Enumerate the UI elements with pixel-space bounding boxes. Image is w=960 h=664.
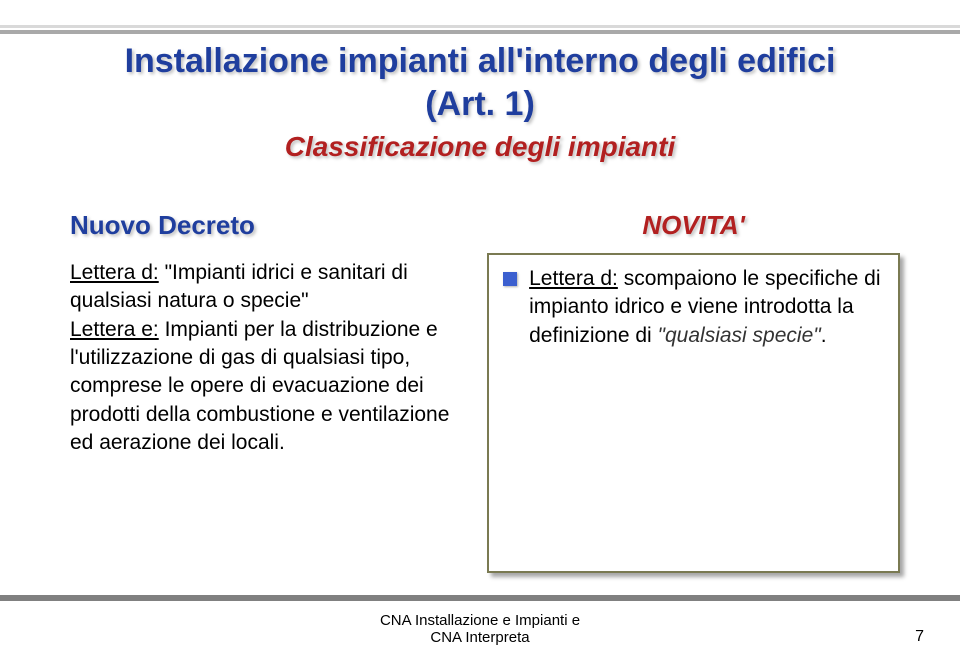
square-bullet-icon [503, 272, 517, 286]
slide: Installazione impianti all'interno degli… [0, 0, 960, 664]
novita-item-b: . [821, 324, 827, 347]
footer: CNA Installazione e Impianti e CNA Inter… [0, 612, 960, 646]
novita-box: Lettera d: scompaiono le specifiche di i… [487, 253, 900, 573]
footer-line-1: CNA Installazione e Impianti e [380, 612, 580, 629]
novita-item: Lettera d: scompaiono le specifiche di i… [503, 265, 884, 350]
left-item2-label: Lettera e: [70, 318, 159, 341]
footer-line-2: CNA Interpreta [380, 629, 580, 646]
title-block: Installazione impianti all'interno degli… [0, 40, 960, 163]
left-heading: Nuovo Decreto [70, 210, 451, 241]
right-column: NOVITA' Lettera d: scompaiono le specifi… [487, 210, 900, 574]
columns: Nuovo Decreto Lettera d: "Impianti idric… [70, 210, 900, 574]
left-item1-label: Lettera d: [70, 261, 159, 284]
novita-item-label: Lettera d: [529, 267, 618, 290]
subtitle: Classificazione degli impianti [0, 131, 960, 163]
decor-stripe-mid [0, 30, 960, 34]
novita-item-quote: "qualsiasi specie" [658, 324, 821, 347]
page-number: 7 [915, 628, 924, 646]
left-body: Lettera d: "Impianti idrici e sanitari d… [70, 259, 451, 457]
title-line-1: Installazione impianti all'interno degli… [0, 40, 960, 83]
novita-item-text: Lettera d: scompaiono le specifiche di i… [529, 265, 884, 350]
decor-stripe-top [0, 25, 960, 28]
title-line-2: (Art. 1) [0, 83, 960, 126]
left-column: Nuovo Decreto Lettera d: "Impianti idric… [70, 210, 451, 574]
decor-stripe-bottom [0, 595, 960, 601]
right-heading: NOVITA' [487, 210, 900, 241]
